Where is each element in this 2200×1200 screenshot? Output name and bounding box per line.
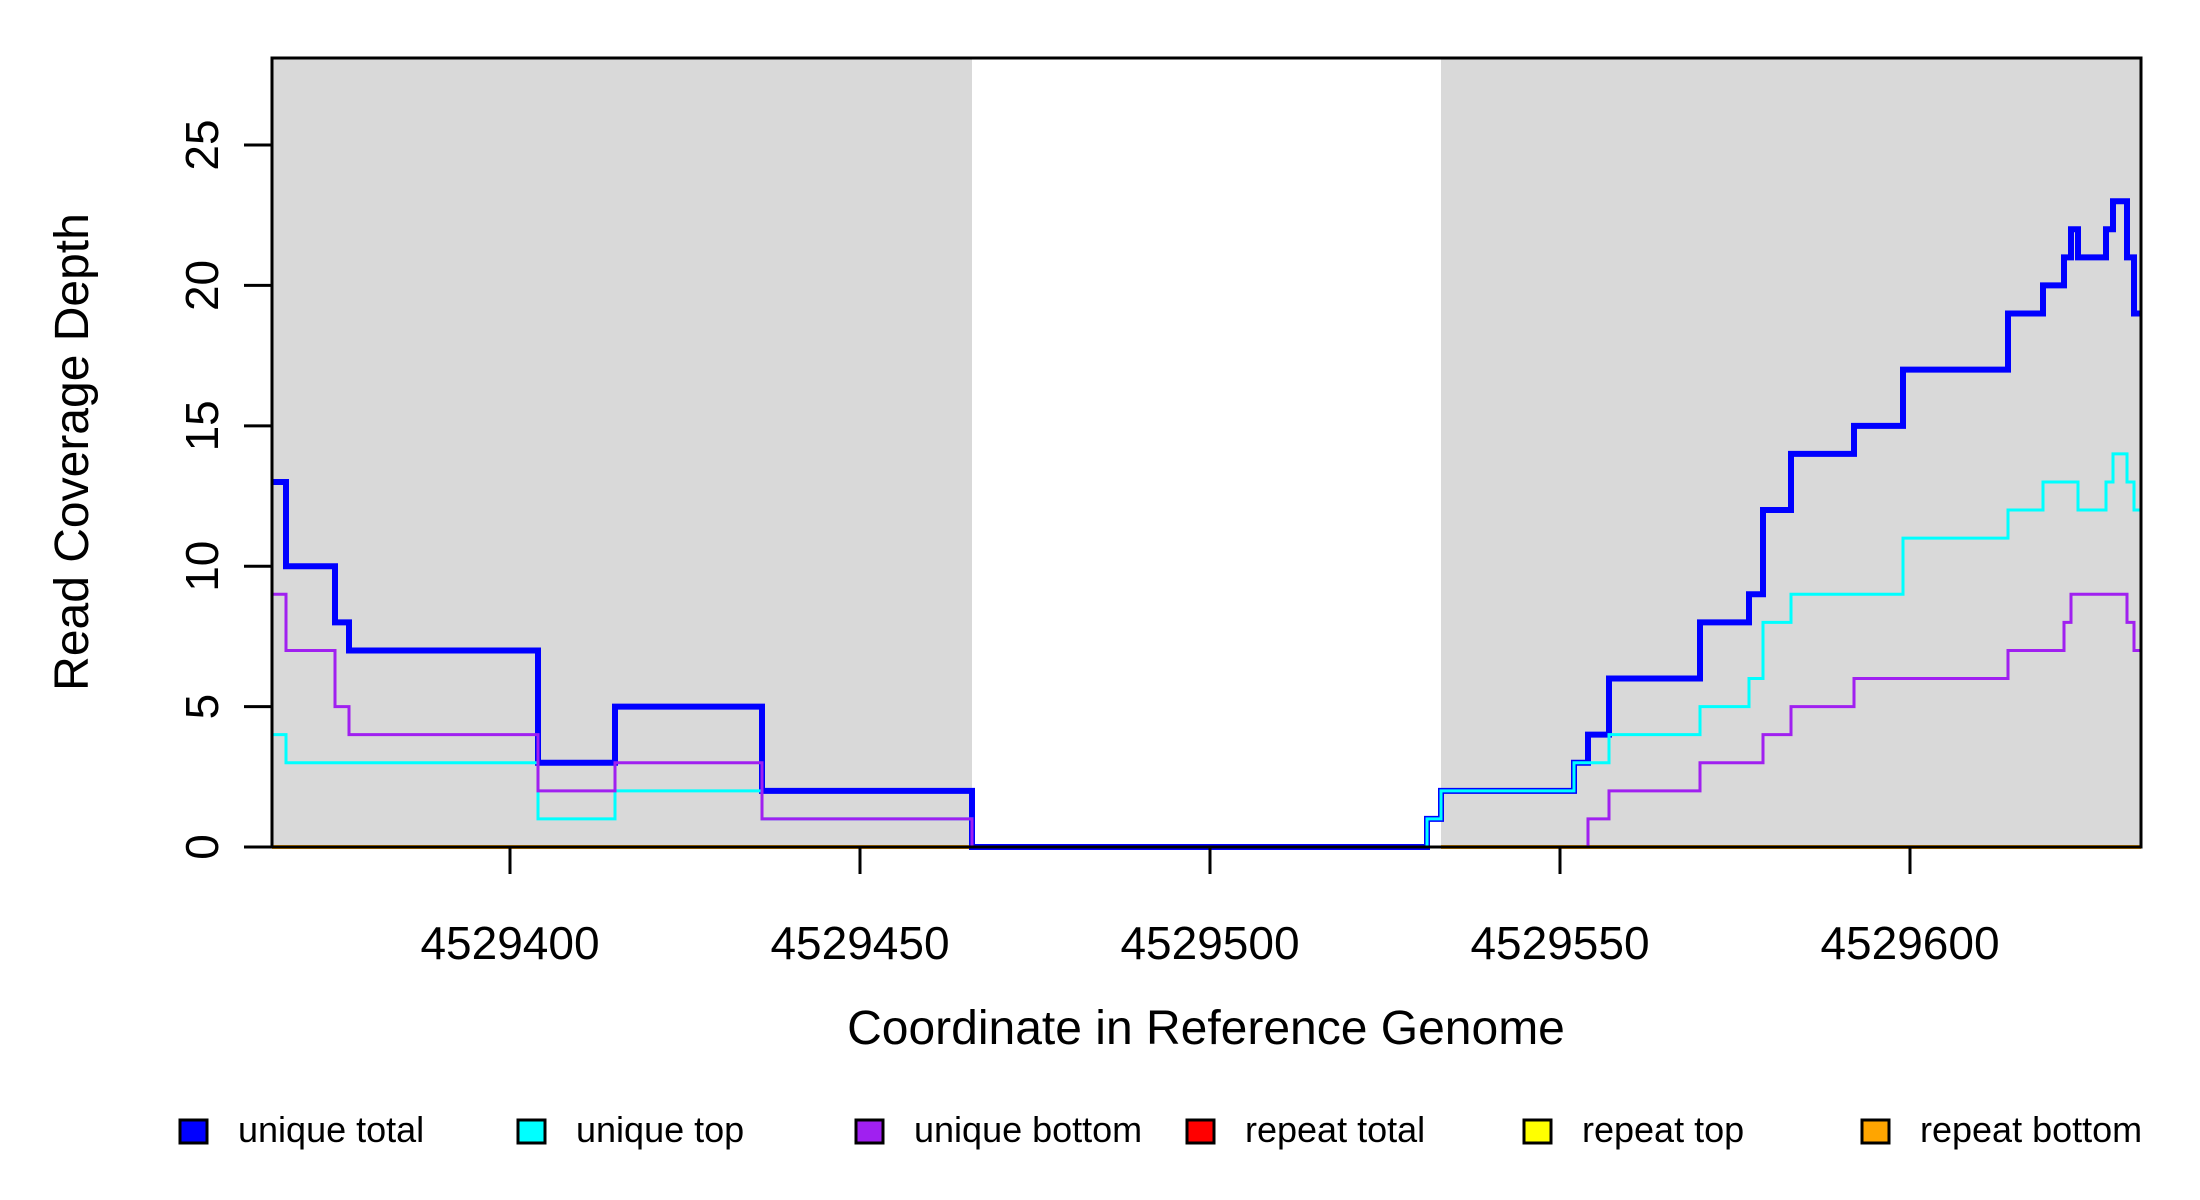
legend-item-repeat-top: repeat top (1522, 1109, 1744, 1150)
y-tick-label: 15 (176, 400, 228, 451)
unique-total-swatch-icon (178, 1118, 209, 1145)
legend-label: repeat total (1245, 1109, 1425, 1150)
legend-label: unique bottom (914, 1109, 1142, 1150)
unique-top-swatch-icon (516, 1118, 547, 1145)
unique-bottom-swatch-icon (854, 1118, 885, 1145)
y-tick-label: 10 (176, 541, 228, 592)
series-line-unique-total (272, 198, 2141, 850)
y-tick-label: 20 (176, 260, 228, 311)
x-tick-label: 4529450 (770, 917, 949, 969)
legend-label: repeat bottom (1920, 1109, 2142, 1150)
legend-item-unique-top: unique top (516, 1109, 744, 1150)
legend-label: repeat top (1582, 1109, 1744, 1150)
legend-item-repeat-bottom: repeat bottom (1860, 1109, 2142, 1150)
legend-item-repeat-total: repeat total (1185, 1109, 1425, 1150)
repeat-bottom-swatch-icon (1860, 1118, 1891, 1145)
repeat-top-swatch-icon (1522, 1118, 1553, 1145)
repeat-total-swatch-icon (1185, 1118, 1216, 1145)
repeat-region-shading (272, 58, 2141, 847)
y-axis-title: Read Coverage Depth (46, 213, 99, 691)
x-tick-label: 4529500 (1120, 917, 1299, 969)
y-tick-label: 0 (176, 834, 228, 860)
legend-label: unique top (576, 1109, 744, 1150)
legend-item-unique-bottom: unique bottom (854, 1109, 1142, 1150)
repeat-region-rect (272, 58, 972, 847)
axes: 4529400 4529450 4529500 4529550 4529600 0 5 10 1… (176, 119, 2000, 969)
legend: unique total unique top unique bottom re… (178, 1109, 2142, 1150)
series-line-unique-bottom (272, 592, 2141, 849)
x-tick-label: 4529400 (420, 917, 599, 969)
x-axis-title: Coordinate in Reference Genome (847, 1002, 1565, 1055)
legend-item-unique-total: unique total (178, 1109, 424, 1150)
legend-label: unique total (238, 1109, 424, 1150)
y-tick-label: 25 (176, 119, 228, 170)
y-tick-label: 5 (176, 694, 228, 720)
x-tick-label: 4529600 (1820, 917, 1999, 969)
plot-box (270, 56, 2143, 849)
x-tick-label: 4529550 (1470, 917, 1649, 969)
